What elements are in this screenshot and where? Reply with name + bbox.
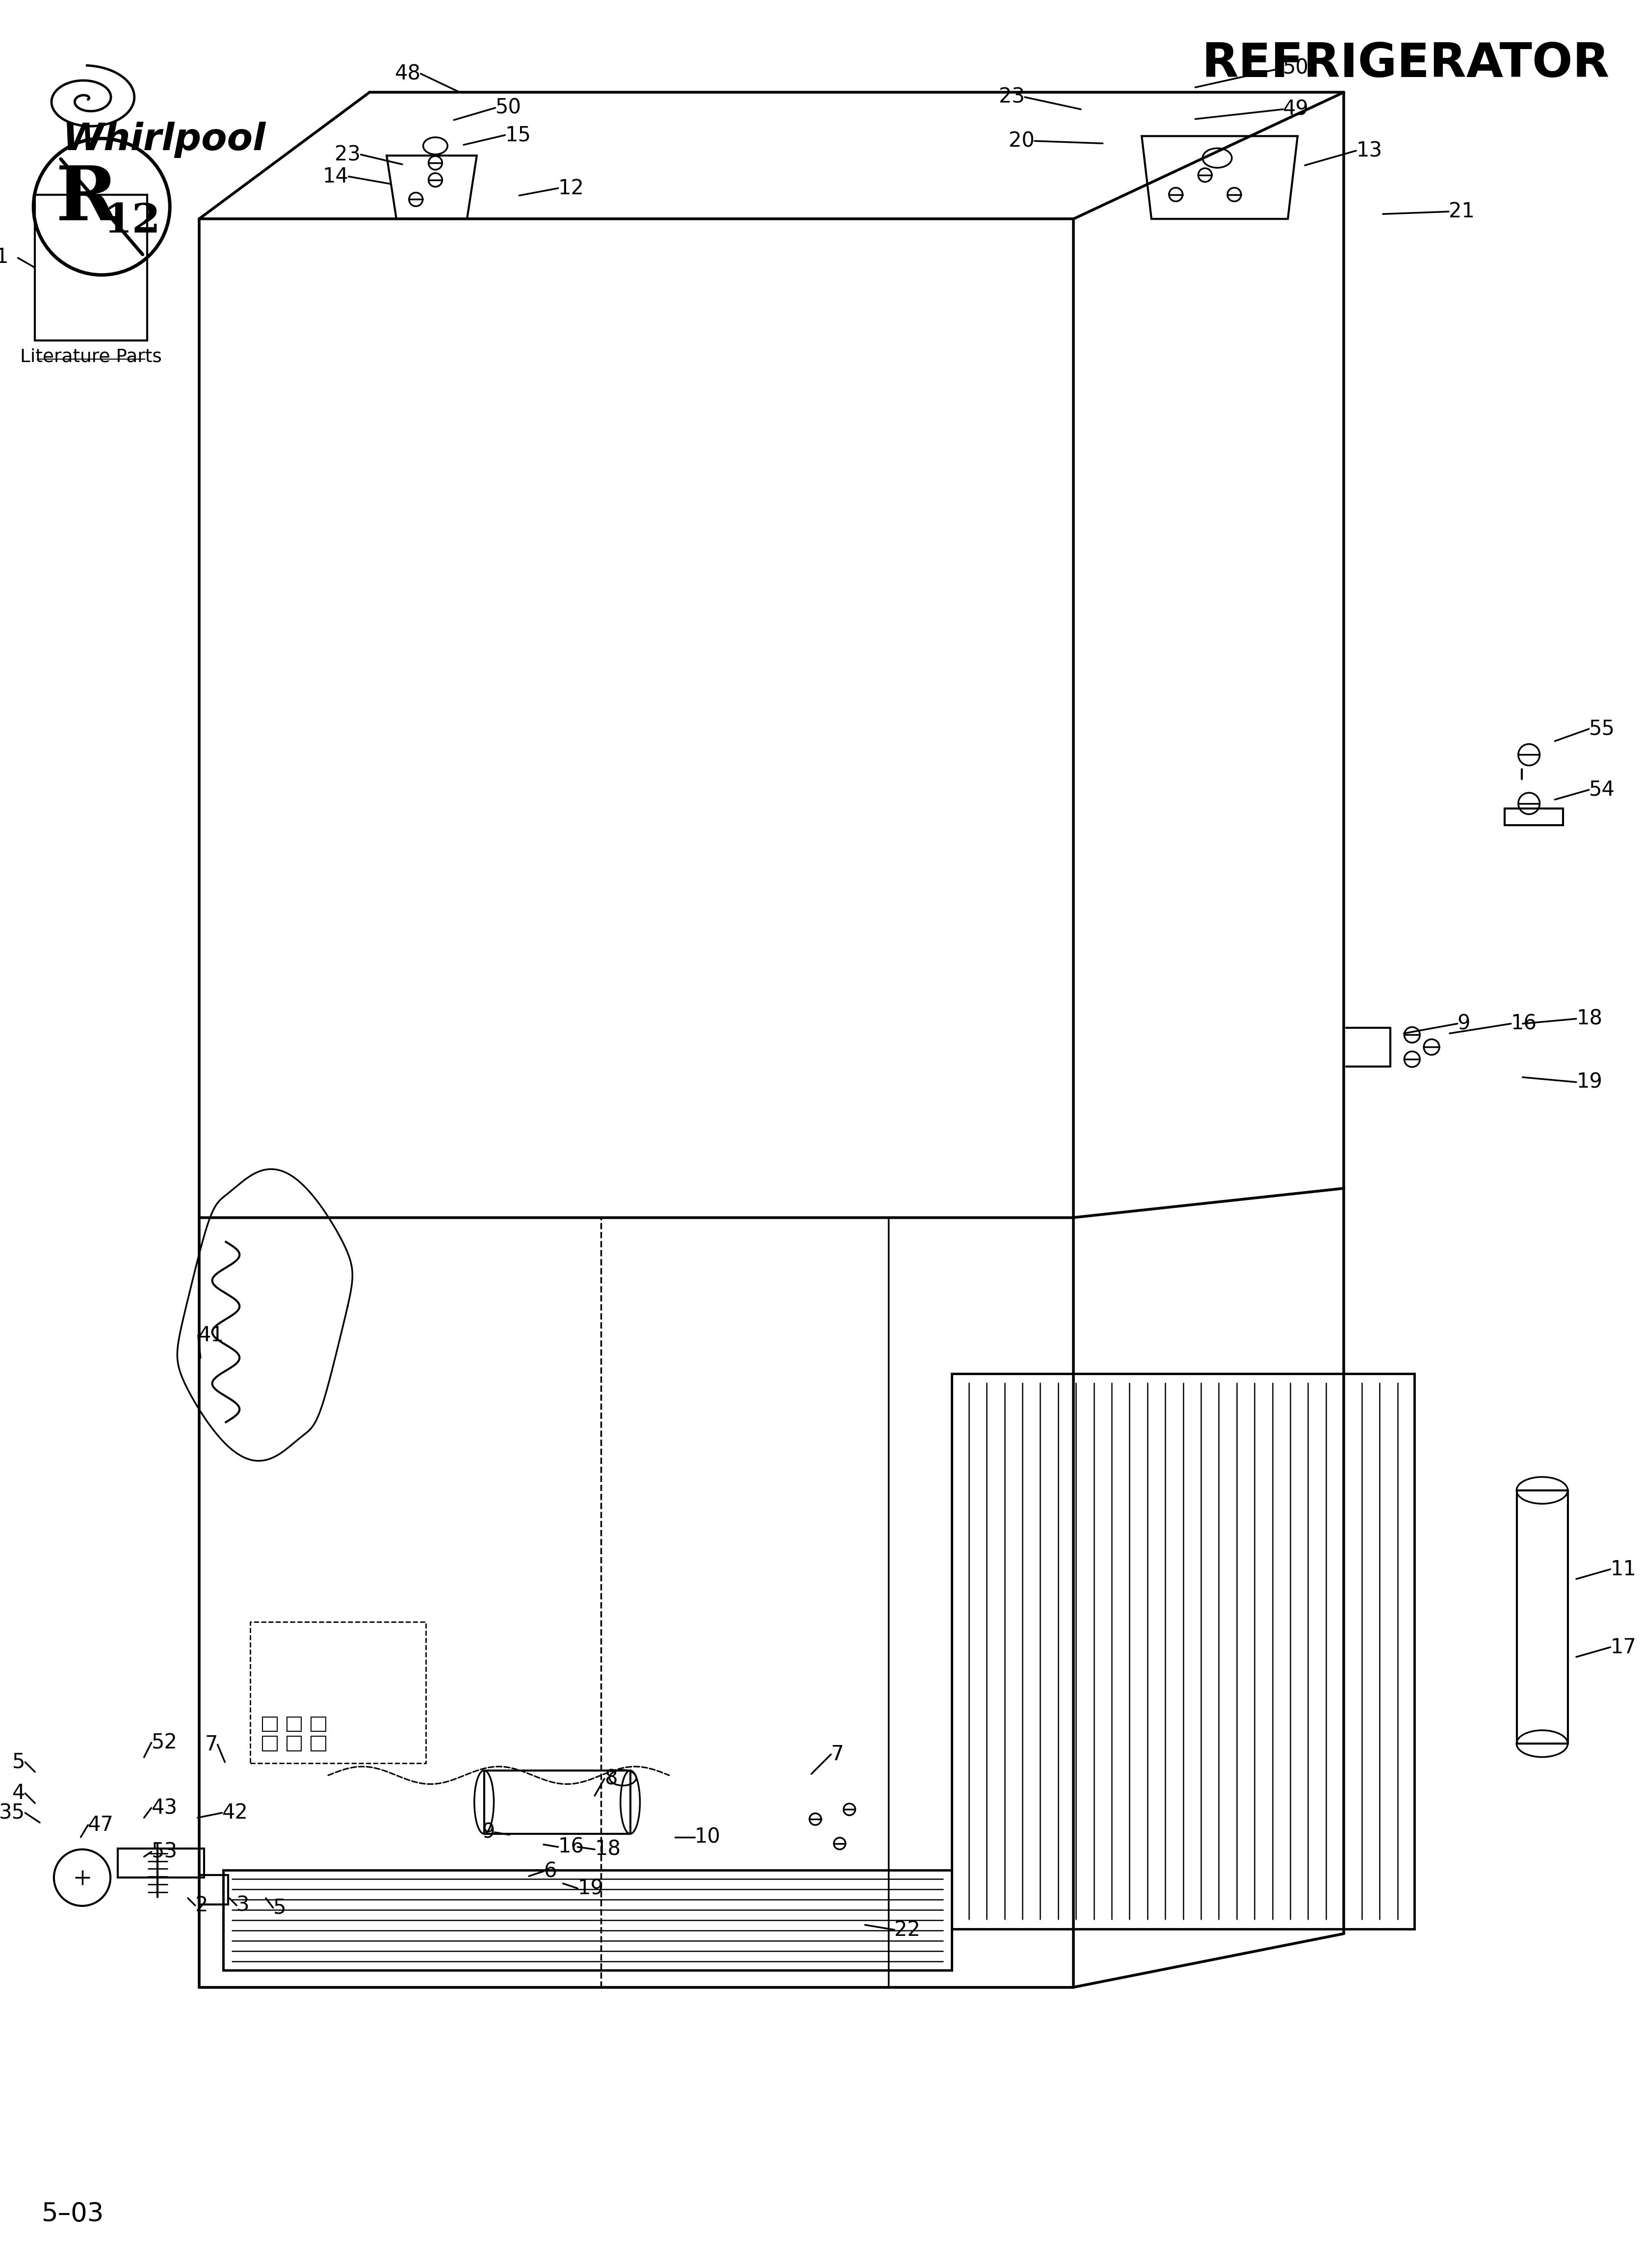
Text: 18: 18 [1576, 1009, 1603, 1030]
Bar [1504, 807, 1563, 826]
Text: 3: 3 [236, 1896, 250, 1916]
Text: 49: 49 [1282, 100, 1309, 120]
Text: 19: 19 [1576, 1073, 1601, 1093]
Text: 48: 48 [394, 64, 420, 84]
Text: 1: 1 [0, 247, 8, 268]
Bar [263, 1717, 277, 1730]
Text: 7: 7 [205, 1735, 217, 1755]
Text: 47: 47 [89, 1814, 113, 1835]
Bar [287, 1717, 300, 1730]
Text: 16: 16 [1511, 1014, 1537, 1034]
Text: 50: 50 [496, 98, 521, 118]
Text: 15: 15 [504, 125, 530, 145]
Text: 19: 19 [578, 1878, 603, 1898]
Text: 42: 42 [222, 1803, 248, 1823]
Bar [1516, 1490, 1568, 1744]
Text: 23: 23 [998, 86, 1025, 107]
Text: 22: 22 [893, 1919, 920, 1939]
Text: 20: 20 [1008, 132, 1034, 152]
Text: 6: 6 [544, 1862, 557, 1882]
Text: 5: 5 [11, 1751, 25, 1774]
Text: 43: 43 [151, 1799, 177, 1819]
Text: 23: 23 [335, 145, 361, 166]
Bar [951, 1374, 1414, 1928]
Bar [484, 1771, 631, 1835]
Text: 18: 18 [594, 1839, 621, 1860]
Text: 12: 12 [558, 177, 585, 200]
Bar [310, 1717, 325, 1730]
Text: 53: 53 [151, 1842, 177, 1862]
Bar [287, 1737, 300, 1751]
Text: Literature Parts: Literature Parts [20, 347, 163, 365]
Text: 9: 9 [481, 1821, 494, 1842]
Text: REFRIGERATOR: REFRIGERATOR [1200, 41, 1609, 86]
Text: 5: 5 [273, 1898, 286, 1919]
Text: 2: 2 [195, 1896, 209, 1916]
Text: 14: 14 [322, 166, 348, 186]
Text: 9: 9 [1456, 1014, 1470, 1034]
Text: R: R [56, 163, 118, 236]
Bar [199, 1876, 228, 1905]
Text: 41: 41 [199, 1325, 223, 1345]
Bar [263, 1737, 277, 1751]
Text: 52: 52 [151, 1733, 177, 1753]
Text: 54: 54 [1588, 780, 1614, 801]
Bar [34, 195, 146, 340]
Text: 4: 4 [11, 1783, 25, 1803]
Text: 17: 17 [1609, 1637, 1635, 1658]
Bar [250, 1622, 425, 1762]
Text: 21: 21 [1448, 202, 1475, 222]
Text: 12: 12 [103, 202, 161, 240]
Text: 7: 7 [831, 1744, 844, 1765]
Bar [223, 1871, 951, 1971]
Text: 10: 10 [695, 1828, 721, 1848]
Text: Whirlpool: Whirlpool [62, 122, 266, 159]
Text: 13: 13 [1356, 141, 1381, 161]
Text: 55: 55 [1588, 719, 1614, 739]
Text: 35: 35 [0, 1803, 25, 1823]
Bar [310, 1737, 325, 1751]
Text: 50: 50 [1282, 57, 1309, 77]
Text: 5–03: 5–03 [41, 2202, 103, 2227]
Text: 8: 8 [604, 1769, 617, 1789]
Text: 16: 16 [558, 1837, 585, 1857]
Text: 11: 11 [1609, 1558, 1635, 1579]
